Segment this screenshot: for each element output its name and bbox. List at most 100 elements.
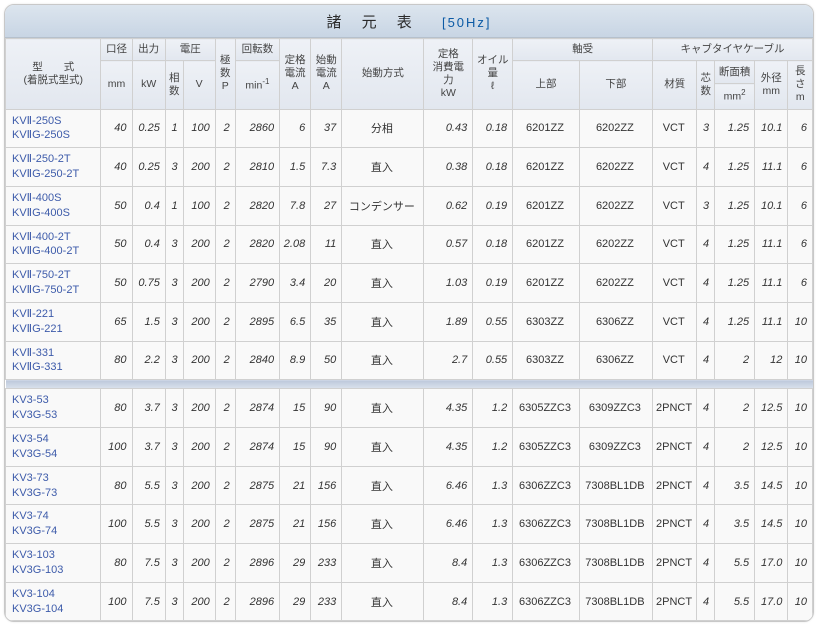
cell: 4 (697, 428, 715, 467)
cell: 2PNCT (653, 389, 697, 428)
cell: 4 (697, 341, 715, 380)
cell: 4 (697, 225, 715, 264)
title-text: 諸 元 表 (326, 14, 419, 31)
cell: KVⅡ-250-2TKVⅡG-250-2T (6, 148, 101, 187)
cell: 3 (165, 264, 183, 303)
cell: 35 (311, 302, 342, 341)
cell: 1.89 (424, 302, 473, 341)
cell: 200 (183, 428, 215, 467)
cell: 6305ZZC3 (513, 389, 580, 428)
cell: 12.5 (755, 389, 788, 428)
cell: 65 (101, 302, 132, 341)
h-rated-a: 定格電流A (280, 39, 311, 110)
h-rpm-u: min-1 (235, 61, 279, 109)
cell: 3 (165, 225, 183, 264)
table-row: KVⅡ-400-2TKVⅡG-400-2T500.43200228202.081… (6, 225, 813, 264)
cell: 1.03 (424, 264, 473, 303)
cell: 6202ZZ (579, 148, 652, 187)
cell: 3 (165, 582, 183, 621)
cell: 8.4 (424, 544, 473, 583)
cell: 直入 (342, 148, 424, 187)
cell: 6.46 (424, 505, 473, 544)
cell: 10 (788, 428, 813, 467)
cell: 7308BL1DB (579, 505, 652, 544)
cell: 6201ZZ (513, 109, 580, 148)
cell: 200 (183, 302, 215, 341)
cell: KV3-74KV3G-74 (6, 505, 101, 544)
cell: 27 (311, 186, 342, 225)
cell: 分相 (342, 109, 424, 148)
cell: 6309ZZC3 (579, 428, 652, 467)
cell: 2790 (235, 264, 279, 303)
cell: 15 (280, 428, 311, 467)
cell: 3 (165, 389, 183, 428)
cell: 1.5 (280, 148, 311, 187)
cell: 2 (215, 109, 235, 148)
cell: 3.7 (132, 389, 165, 428)
cell: 2 (215, 544, 235, 583)
h-cable-core: 芯数 (697, 61, 715, 109)
cell: 2875 (235, 505, 279, 544)
cell: 4 (697, 505, 715, 544)
cell: 2820 (235, 225, 279, 264)
cell: VCT (653, 109, 697, 148)
cell: 50 (311, 341, 342, 380)
cell: 12 (755, 341, 788, 380)
cell: 3 (165, 302, 183, 341)
cell: 0.4 (132, 225, 165, 264)
cell: 6 (280, 109, 311, 148)
cell: 6306ZZ (579, 302, 652, 341)
cell: 2 (215, 302, 235, 341)
table-row: KVⅡ-250-2TKVⅡG-250-2T400.253200228101.57… (6, 148, 813, 187)
cell: 0.18 (473, 109, 513, 148)
cell: 10 (788, 582, 813, 621)
cell: 6306ZZC3 (513, 544, 580, 583)
cell: 直入 (342, 225, 424, 264)
cell: 80 (101, 544, 132, 583)
cell: 10 (788, 341, 813, 380)
cell: 0.19 (473, 186, 513, 225)
table-row: KVⅡ-400SKVⅡG-400S500.41100228207.827コンデン… (6, 186, 813, 225)
cell: 6303ZZ (513, 341, 580, 380)
cell: 3 (697, 186, 715, 225)
cell: 6 (788, 225, 813, 264)
cell: 1.25 (715, 264, 755, 303)
cell: KV3-54KV3G-54 (6, 428, 101, 467)
cell: 156 (311, 466, 342, 505)
cell: 2 (215, 428, 235, 467)
cell: 2 (215, 148, 235, 187)
h-dia-u: mm (101, 61, 132, 109)
cell: KVⅡ-221KVⅡG-221 (6, 302, 101, 341)
cell: 0.25 (132, 109, 165, 148)
cell: 3 (165, 505, 183, 544)
title-hz: [50Hz] (442, 15, 492, 30)
cell: 直入 (342, 428, 424, 467)
cell: 1.25 (715, 148, 755, 187)
separator-row (6, 380, 813, 389)
h-rpm: 回転数 (235, 39, 279, 61)
cell: 11.1 (755, 225, 788, 264)
cell: 7.5 (132, 544, 165, 583)
cell: 100 (101, 505, 132, 544)
cell: 3.7 (132, 428, 165, 467)
cell: 2874 (235, 389, 279, 428)
cell: 4 (697, 544, 715, 583)
cell: 2 (215, 389, 235, 428)
cell: KVⅡ-400SKVⅡG-400S (6, 186, 101, 225)
cell: 0.75 (132, 264, 165, 303)
table-body: KVⅡ-250SKVⅡG-250S400.25110022860637分相0.4… (6, 109, 813, 621)
cell: 233 (311, 582, 342, 621)
cell: 10 (788, 544, 813, 583)
cell: 200 (183, 148, 215, 187)
h-volt: V (183, 61, 215, 109)
cell: 17.0 (755, 582, 788, 621)
h-rated-p: 定格消費電力kW (424, 39, 473, 110)
cell: 6.46 (424, 466, 473, 505)
table-row: KV3-54KV3G-541003.73200228741590直入4.351.… (6, 428, 813, 467)
cell: 1.3 (473, 466, 513, 505)
cell: 80 (101, 466, 132, 505)
cell: 直入 (342, 505, 424, 544)
cell: 6306ZZC3 (513, 466, 580, 505)
cell: 100 (183, 186, 215, 225)
cell: 10 (788, 302, 813, 341)
